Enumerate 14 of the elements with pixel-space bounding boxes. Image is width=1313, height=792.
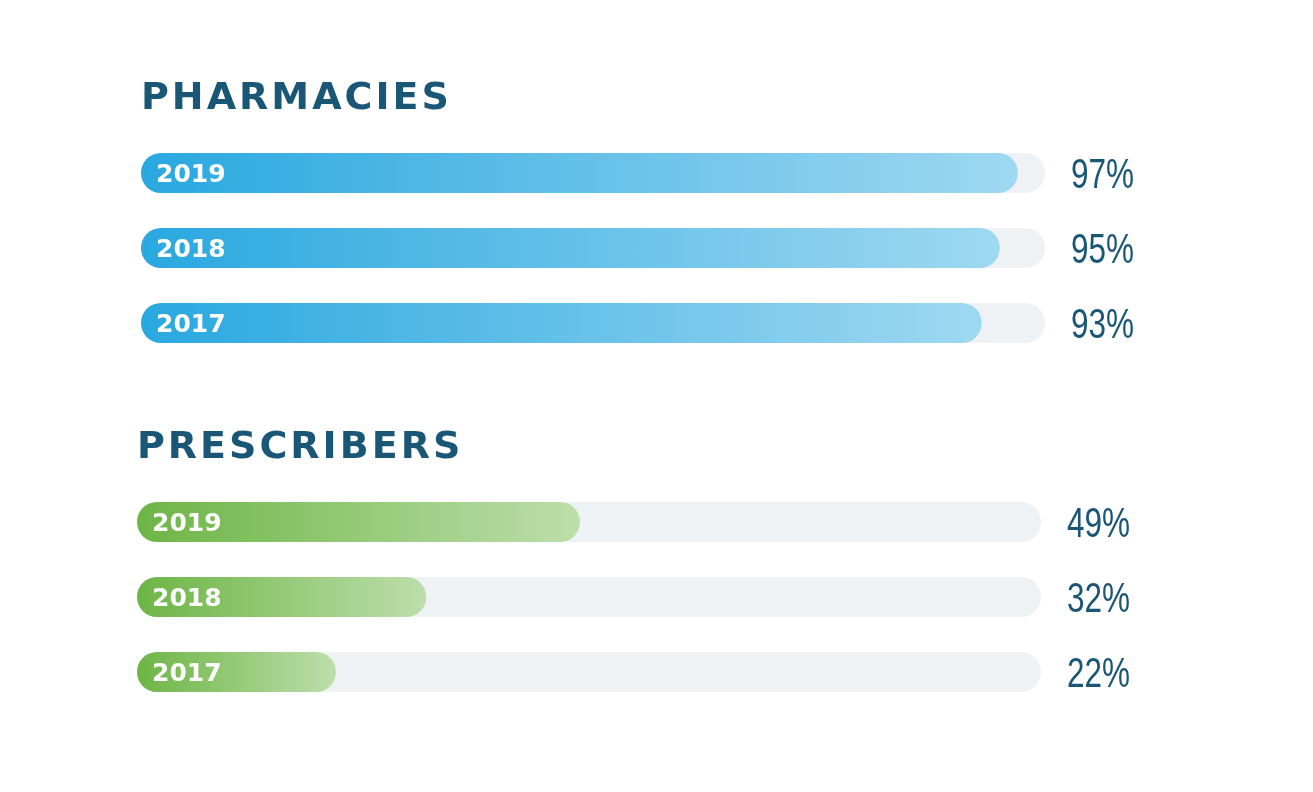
data-label: 95% xyxy=(1071,224,1135,272)
y-tick-label: 2017 xyxy=(152,657,222,687)
data-label: 49% xyxy=(1067,498,1131,546)
data-label: 93% xyxy=(1071,299,1135,347)
data-label: 97% xyxy=(1071,149,1135,197)
y-tick-label: 2019 xyxy=(152,507,222,537)
y-tick-label: 2018 xyxy=(152,582,222,612)
y-tick-label: 2018 xyxy=(156,233,226,263)
y-tick-label: 2019 xyxy=(156,158,226,188)
y-tick-label: 2017 xyxy=(156,308,226,338)
chart-title: PRESCRIBERS xyxy=(137,423,464,467)
data-label: 32% xyxy=(1067,573,1131,621)
data-label: 22% xyxy=(1067,648,1131,696)
chart-title: PHARMACIES xyxy=(141,74,452,118)
